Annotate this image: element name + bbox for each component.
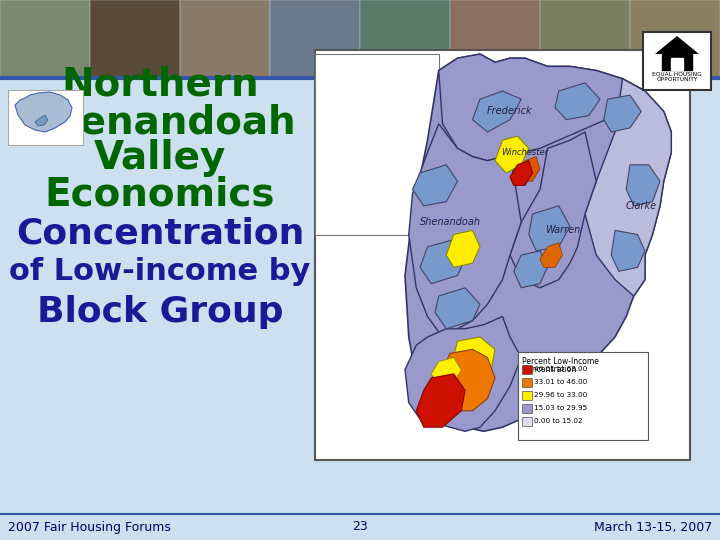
Text: Concentration: Concentration <box>523 366 577 375</box>
Bar <box>0 78 720 514</box>
Polygon shape <box>611 231 645 272</box>
Polygon shape <box>655 36 699 54</box>
Polygon shape <box>413 165 457 206</box>
Polygon shape <box>514 251 547 288</box>
Text: 23: 23 <box>352 521 368 534</box>
Polygon shape <box>518 157 540 181</box>
Polygon shape <box>435 288 480 329</box>
Polygon shape <box>409 124 521 337</box>
Polygon shape <box>510 132 596 288</box>
Text: Valley: Valley <box>94 139 226 177</box>
Text: 33.01 to 46.00: 33.01 to 46.00 <box>534 379 588 385</box>
Polygon shape <box>555 83 600 120</box>
Bar <box>521 416 531 426</box>
Polygon shape <box>450 337 495 386</box>
Text: Economics: Economics <box>45 175 275 213</box>
Text: EQUAL HOUSING
OPPORTUNITY: EQUAL HOUSING OPPORTUNITY <box>652 71 702 82</box>
Bar <box>671 58 683 70</box>
Polygon shape <box>495 136 528 173</box>
Bar <box>180 0 270 78</box>
Polygon shape <box>35 115 48 126</box>
Bar <box>315 50 690 460</box>
Text: Shenandoah: Shenandoah <box>24 103 296 141</box>
Bar <box>315 54 438 234</box>
Text: Concentration: Concentration <box>16 216 304 250</box>
Bar <box>521 364 531 374</box>
Polygon shape <box>416 374 465 427</box>
Polygon shape <box>15 92 72 132</box>
Polygon shape <box>528 206 570 251</box>
Bar <box>518 352 647 440</box>
Bar <box>662 54 692 70</box>
Text: Page: Page <box>431 373 454 383</box>
Bar <box>521 403 531 413</box>
Text: Warren: Warren <box>545 225 580 235</box>
Polygon shape <box>438 349 495 411</box>
Polygon shape <box>405 316 521 431</box>
Text: Percent Low-Income: Percent Low-Income <box>523 357 599 367</box>
Polygon shape <box>626 165 660 206</box>
Bar <box>450 0 540 78</box>
Polygon shape <box>431 357 462 386</box>
Text: Block Group: Block Group <box>37 295 283 329</box>
Text: Shenandoah: Shenandoah <box>420 217 480 227</box>
Text: 15.03 to 29.95: 15.03 to 29.95 <box>534 405 588 411</box>
Polygon shape <box>420 239 465 284</box>
Bar <box>8 90 83 145</box>
Text: 2007 Fair Housing Forums: 2007 Fair Housing Forums <box>8 521 171 534</box>
Text: of Low-income by: of Low-income by <box>9 258 311 287</box>
Text: Clarke: Clarke <box>626 201 657 211</box>
Polygon shape <box>446 231 480 267</box>
Bar <box>360 0 450 78</box>
Polygon shape <box>604 95 642 132</box>
Bar <box>630 0 720 78</box>
Text: March 13-15, 2007: March 13-15, 2007 <box>594 521 712 534</box>
Bar <box>521 377 531 387</box>
Polygon shape <box>472 91 521 132</box>
Bar <box>90 0 180 78</box>
Text: 0.00 to 15.02: 0.00 to 15.02 <box>534 418 583 424</box>
Polygon shape <box>510 161 533 185</box>
Bar <box>540 0 630 78</box>
Text: 29.96 to 33.00: 29.96 to 33.00 <box>534 392 588 398</box>
Bar <box>0 0 90 78</box>
Bar <box>270 0 360 78</box>
Text: Frederick: Frederick <box>487 106 533 117</box>
Polygon shape <box>438 54 645 161</box>
Bar <box>521 390 531 400</box>
Text: Winchester: Winchester <box>501 148 549 157</box>
Polygon shape <box>585 79 671 296</box>
Bar <box>643 32 711 90</box>
Polygon shape <box>405 54 671 431</box>
Text: Northern: Northern <box>61 65 258 103</box>
Text: 46.01 to 63.00: 46.01 to 63.00 <box>534 366 588 372</box>
Polygon shape <box>540 242 562 267</box>
